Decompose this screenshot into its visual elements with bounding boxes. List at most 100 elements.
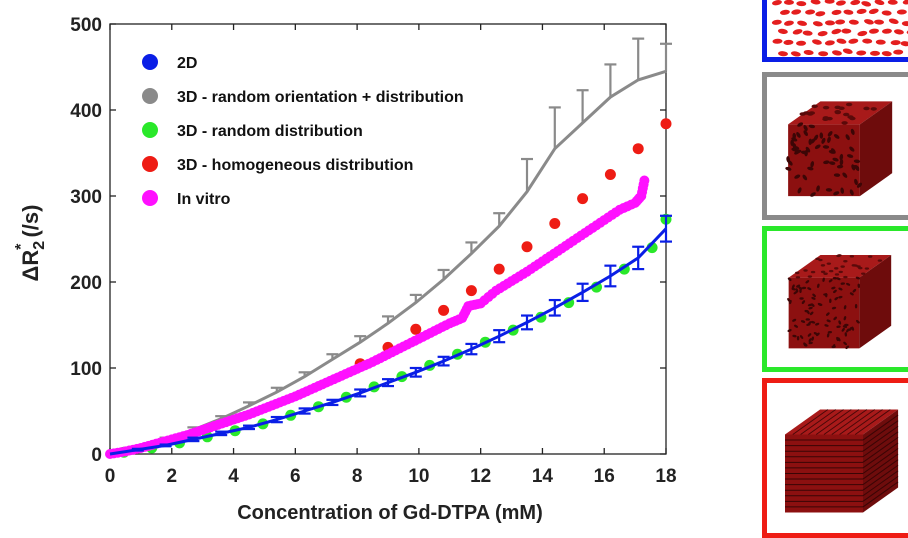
- texture-mark: [878, 259, 882, 261]
- disc: [778, 51, 788, 57]
- disc: [797, 20, 808, 27]
- disc: [772, 0, 783, 6]
- texture-mark: [823, 106, 829, 110]
- texture-mark: [839, 271, 843, 273]
- disc: [812, 20, 823, 27]
- texture-mark: [843, 260, 847, 262]
- texture-mark: [871, 107, 877, 111]
- data-point: [549, 218, 560, 229]
- y-tick-label: 100: [70, 359, 102, 380]
- texture-mark: [843, 276, 847, 278]
- disc: [897, 9, 907, 14]
- disc: [893, 50, 903, 55]
- disc: [861, 0, 872, 7]
- disc: [848, 38, 859, 45]
- data-point: [605, 169, 616, 180]
- y-tick-label: 200: [70, 273, 102, 294]
- texture-mark: [803, 269, 807, 271]
- 3d-homogeneous-panel: [762, 378, 908, 538]
- disc: [902, 0, 908, 5]
- legend-label: 3D - homogeneous distribution: [177, 157, 413, 174]
- legend-marker: [142, 156, 158, 172]
- disc: [882, 28, 892, 34]
- data-point: [633, 143, 644, 154]
- texture-mark: [837, 254, 841, 256]
- texture-mark: [821, 264, 825, 266]
- disc: [802, 30, 812, 36]
- x-tick-label: 8: [352, 466, 363, 487]
- disc: [778, 28, 789, 34]
- data-point: [577, 193, 588, 204]
- disc: [832, 50, 843, 57]
- disc: [900, 41, 908, 47]
- disc: [843, 9, 854, 15]
- texture-mark: [835, 273, 839, 275]
- disc: [869, 28, 880, 34]
- series-line: [110, 229, 666, 454]
- x-tick-label: 6: [290, 466, 301, 487]
- texture-mark: [795, 272, 799, 274]
- disc: [874, 19, 884, 24]
- random-distribution-cube: [767, 231, 908, 367]
- x-tick-label: 0: [105, 466, 116, 487]
- disc: [803, 49, 813, 55]
- data-point: [639, 176, 649, 186]
- texture-mark: [799, 297, 803, 299]
- disc: [876, 40, 886, 45]
- disc: [849, 19, 859, 25]
- disc: [796, 41, 806, 46]
- disc: [882, 51, 893, 57]
- disc: [894, 29, 905, 35]
- disc: [825, 20, 835, 25]
- disc: [836, 38, 847, 45]
- texture-mark: [855, 304, 857, 308]
- disc: [888, 18, 899, 25]
- disc: [784, 0, 794, 5]
- disc: [790, 50, 801, 57]
- texture-mark: [852, 264, 856, 266]
- legend-label: 3D - random distribution: [177, 123, 363, 140]
- series-2d: [110, 216, 672, 454]
- texture-mark: [846, 103, 852, 107]
- disc: [862, 38, 872, 44]
- disc: [783, 40, 793, 45]
- data-point: [494, 264, 505, 275]
- disc: [796, 1, 806, 6]
- disc: [812, 38, 823, 45]
- y-tick-label: 0: [91, 445, 102, 466]
- legend-item: 3D - homogeneous distribution: [142, 156, 413, 174]
- y-tick-label: 300: [70, 187, 102, 208]
- disc: [818, 51, 828, 56]
- disc: [772, 39, 782, 44]
- disc: [856, 8, 867, 14]
- texture-mark: [812, 105, 818, 109]
- data-point: [661, 118, 672, 129]
- legend-item: 3D - random distribution: [142, 122, 363, 140]
- texture-mark: [811, 271, 815, 273]
- texture-mark: [815, 258, 819, 260]
- texture-mark: [823, 116, 829, 120]
- x-tick-label: 2: [166, 466, 177, 487]
- disc: [888, 0, 898, 5]
- legend-label: 2D: [177, 55, 197, 72]
- x-tick-label: 18: [655, 466, 676, 487]
- disc: [863, 18, 874, 25]
- 3d-random-orientation-panel: [762, 72, 908, 220]
- disc: [836, 0, 847, 6]
- series-3d-random-distribution: [118, 214, 671, 458]
- texture-mark: [863, 107, 869, 111]
- disc: [831, 9, 842, 15]
- 3d-random-distribution-panel: [762, 226, 908, 372]
- texture-mark: [829, 270, 833, 272]
- 2d-panel: [762, 0, 908, 62]
- disc: [791, 9, 802, 16]
- legend-item: In vitro: [142, 190, 231, 208]
- series-in-vitro: [105, 176, 649, 459]
- y-tick-label: 400: [70, 101, 102, 122]
- texture-mark: [823, 272, 827, 274]
- legend-marker: [142, 88, 158, 104]
- disc: [902, 21, 908, 26]
- disc: [891, 40, 901, 45]
- disc: [792, 28, 803, 35]
